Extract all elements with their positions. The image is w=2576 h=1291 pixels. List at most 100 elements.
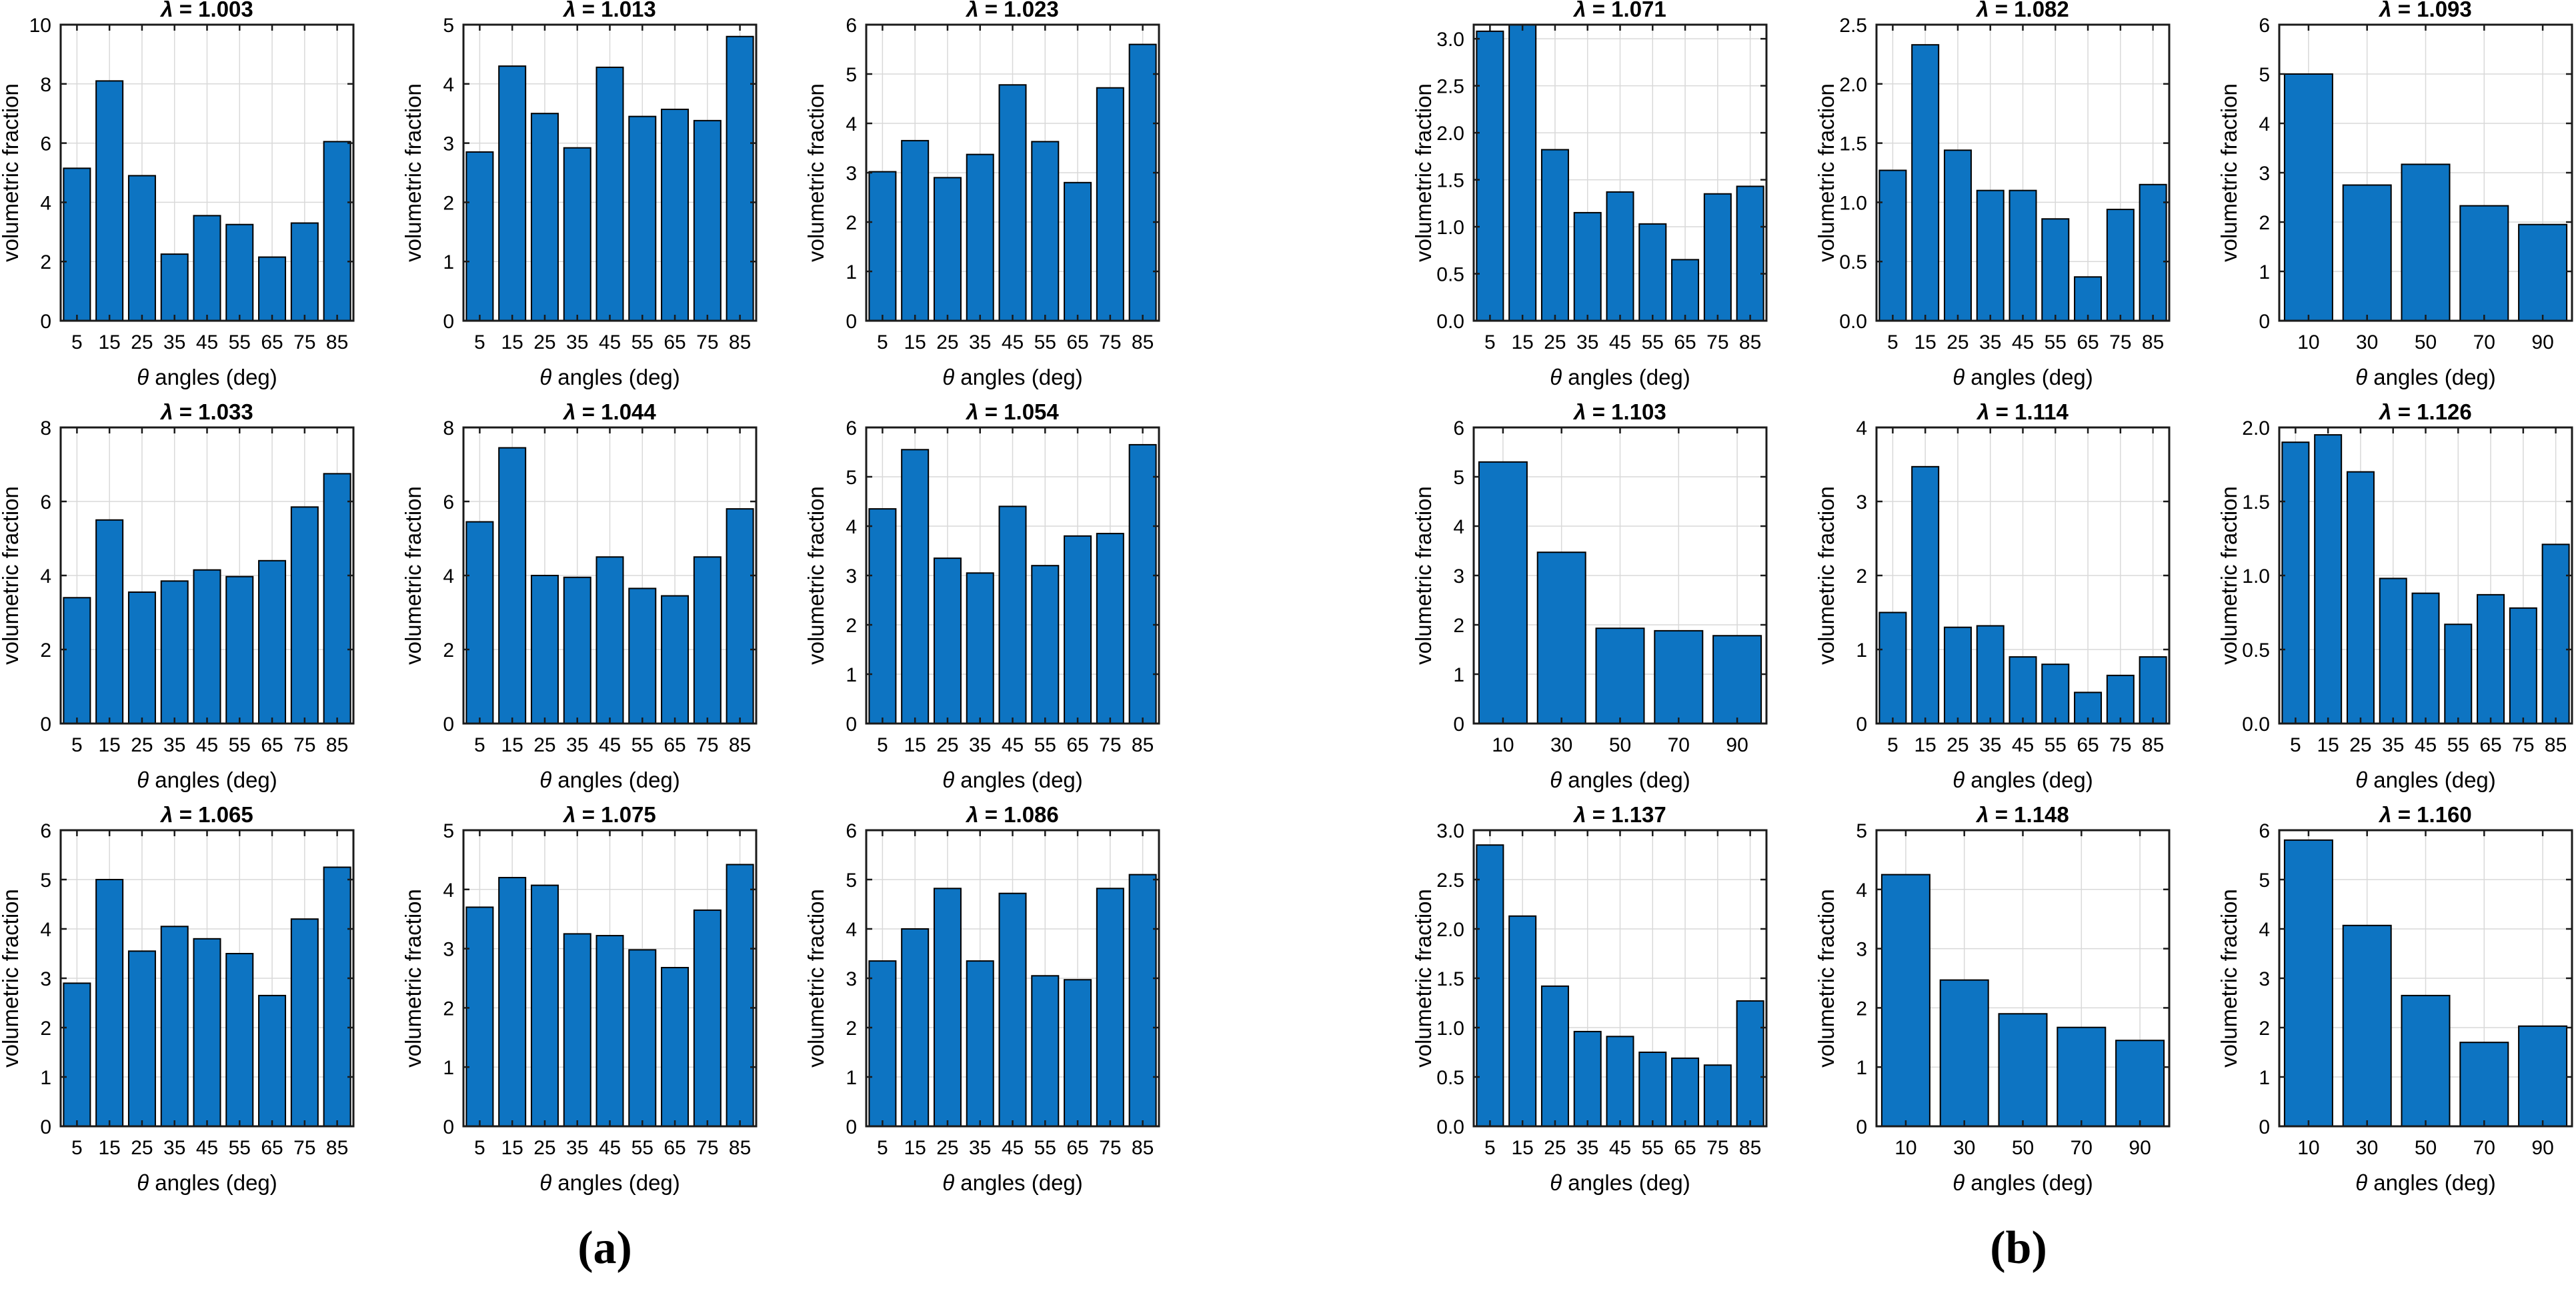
y-tick-label: 0 bbox=[2259, 311, 2270, 333]
bar bbox=[2057, 1026, 2107, 1128]
y-tick-label: 1 bbox=[443, 1057, 454, 1079]
bar bbox=[1573, 211, 1602, 321]
y-tick-label: 2.0 bbox=[2242, 417, 2270, 439]
x-tick-label: 15 bbox=[2317, 734, 2339, 756]
y-axis-label: volumetric fraction bbox=[1816, 83, 1838, 262]
bars bbox=[868, 43, 1157, 321]
bar bbox=[2009, 189, 2037, 322]
y-tick-label: 3 bbox=[1453, 565, 1464, 587]
bar bbox=[1703, 1064, 1732, 1127]
y-tick-label: 2.0 bbox=[1436, 919, 1464, 941]
y-tick-label: 0 bbox=[40, 714, 51, 736]
bar bbox=[290, 506, 319, 724]
subplot-title: λ = 1.082 bbox=[1975, 1, 2069, 21]
bar bbox=[1540, 985, 1569, 1127]
y-tick-label: 0 bbox=[1856, 714, 1867, 736]
bars bbox=[465, 35, 754, 322]
y-axis-label: volumetric fraction bbox=[2219, 889, 2241, 1068]
y-tick-label: 5 bbox=[846, 870, 857, 892]
y-tick-label: 1.5 bbox=[1839, 133, 1867, 155]
x-tick-label: 5 bbox=[1887, 331, 1898, 353]
x-tick-label: 90 bbox=[1726, 734, 1748, 756]
bar bbox=[693, 909, 722, 1127]
x-tick-label: 25 bbox=[533, 734, 555, 756]
bar bbox=[498, 877, 527, 1127]
x-tick-label: 15 bbox=[904, 1137, 926, 1159]
subplot-lambda-1-148: λ = 1.148 0 1 2 3 4 5 10 30 50 70 90 θ angles (deg) v… bbox=[1814, 802, 2219, 1209]
tick-marks bbox=[1876, 829, 2169, 1128]
bar bbox=[1064, 535, 1092, 725]
x-tick-label: 15 bbox=[501, 331, 523, 353]
y-tick-label: 2 bbox=[1856, 565, 1867, 587]
bar bbox=[160, 580, 189, 725]
x-tick-label: 85 bbox=[1739, 1137, 1761, 1159]
y-axis-label: volumetric fraction bbox=[1414, 889, 1436, 1068]
bar bbox=[2009, 656, 2037, 725]
tick-marks bbox=[866, 829, 1159, 1128]
bar bbox=[2139, 183, 2167, 322]
x-tick-label: 85 bbox=[326, 331, 348, 353]
y-axis-label: volumetric fraction bbox=[403, 486, 425, 665]
y-tick-label: 2.5 bbox=[1436, 870, 1464, 892]
bar bbox=[1638, 1052, 1667, 1127]
bar bbox=[901, 928, 930, 1127]
x-axis-label: θ angles (deg) bbox=[2355, 1170, 2496, 1195]
x-tick-label: 45 bbox=[2415, 734, 2437, 756]
y-tick-label: 4 bbox=[1856, 880, 1867, 902]
y-tick-label: 6 bbox=[40, 491, 51, 513]
y-tick-label: 2 bbox=[846, 615, 857, 637]
x-tick-label: 15 bbox=[904, 331, 926, 353]
x-tick-label: 30 bbox=[2356, 331, 2378, 353]
bar bbox=[63, 597, 91, 724]
y-tick-label: 6 bbox=[846, 15, 857, 37]
bar bbox=[1064, 181, 1092, 321]
subplot-title: λ = 1.103 bbox=[1572, 403, 1666, 424]
x-tick-label: 85 bbox=[1739, 331, 1761, 353]
x-tick-label: 65 bbox=[1066, 734, 1088, 756]
subplot-title: λ = 1.003 bbox=[159, 1, 253, 21]
x-tick-label: 5 bbox=[1887, 734, 1898, 756]
subplot-lambda-1-033: λ = 1.033 0 2 4 6 8 5 15 25 35 45 55 65 75 85 θ angles … bbox=[0, 399, 403, 806]
bar bbox=[95, 879, 124, 1127]
bar bbox=[1476, 30, 1504, 321]
bar bbox=[1878, 611, 1907, 724]
subplot-lambda-1-086: λ = 1.086 0 1 2 3 4 5 6 5 15 25 35 45 55 65 75 85 θ angle… bbox=[804, 802, 1209, 1209]
bar bbox=[2106, 209, 2135, 321]
bar bbox=[160, 253, 189, 322]
subplot-svg: λ = 1.071 0.0 0.5 1.0 1.5 2.0 2.5 3.0 5 15 25 35 45 5… bbox=[1411, 0, 1768, 389]
x-tick-label: 70 bbox=[2071, 1137, 2093, 1159]
x-tick-label: 85 bbox=[2142, 331, 2164, 353]
x-axis-label: θ angles (deg) bbox=[137, 365, 277, 389]
bars bbox=[2283, 839, 2568, 1128]
x-tick-label: 25 bbox=[1947, 331, 1969, 353]
y-tick-label: 5 bbox=[2259, 64, 2270, 86]
subplot-title: λ = 1.075 bbox=[562, 806, 656, 827]
bar bbox=[465, 906, 494, 1127]
y-tick-label: 2.5 bbox=[1436, 76, 1464, 98]
bar bbox=[868, 960, 897, 1127]
x-tick-label: 45 bbox=[599, 331, 621, 353]
x-tick-label: 65 bbox=[1066, 1137, 1088, 1159]
y-tick-label: 4 bbox=[2259, 113, 2270, 135]
bar bbox=[933, 177, 962, 321]
y-tick-label: 5 bbox=[2259, 870, 2270, 892]
bar bbox=[2477, 593, 2505, 724]
bar bbox=[1911, 44, 1940, 322]
x-axis-label: θ angles (deg) bbox=[137, 768, 277, 792]
bar bbox=[193, 938, 221, 1128]
x-axis-label: θ angles (deg) bbox=[942, 1170, 1083, 1195]
x-tick-label: 25 bbox=[936, 331, 958, 353]
x-tick-label: 65 bbox=[2479, 734, 2501, 756]
bar bbox=[2401, 994, 2451, 1127]
x-tick-label: 35 bbox=[566, 734, 588, 756]
bar bbox=[127, 950, 156, 1128]
bar bbox=[1064, 979, 1092, 1127]
bar bbox=[225, 575, 254, 725]
y-tick-label: 3 bbox=[846, 163, 857, 185]
subplot-title: λ = 1.114 bbox=[1976, 403, 2069, 424]
y-tick-label: 1 bbox=[2259, 1067, 2270, 1089]
bar bbox=[563, 147, 591, 321]
y-tick-label: 6 bbox=[846, 820, 857, 842]
bar bbox=[225, 953, 254, 1127]
